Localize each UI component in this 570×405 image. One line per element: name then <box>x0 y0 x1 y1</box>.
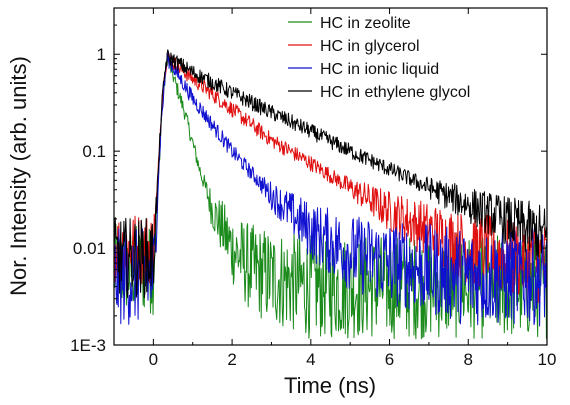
x-tick-label: 2 <box>227 350 236 369</box>
series-layer <box>114 49 547 340</box>
legend-label-4: HC in ethylene glycol <box>320 84 470 101</box>
x-axis-title: Time (ns) <box>284 373 376 398</box>
y-tick-label: 0.1 <box>82 142 106 161</box>
y-axis-title: Nor. Intensity (arb. units) <box>6 56 31 296</box>
series-line-3 <box>114 51 547 327</box>
y-tick-label: 0.01 <box>73 239 106 258</box>
x-tick-label: 6 <box>385 350 394 369</box>
series-line-4 <box>114 49 547 299</box>
legend: HC in zeolite HC in glycerol HC in ionic l… <box>288 15 470 101</box>
y-tick-label: 1E-3 <box>70 336 106 355</box>
x-tick-label: 0 <box>149 350 158 369</box>
legend-label-2: HC in glycerol <box>320 38 420 55</box>
x-tick-label: 8 <box>464 350 473 369</box>
ticks-layer: 0 2 4 6 8 10 1E-3 0.01 0.1 1 <box>70 7 557 369</box>
legend-label-3: HC in ionic liquid <box>320 61 439 78</box>
plot-frame <box>113 7 548 346</box>
legend-label-1: HC in zeolite <box>320 15 411 32</box>
y-tick-label: 1 <box>97 45 106 64</box>
x-tick-label: 4 <box>306 350 315 369</box>
x-tick-label: 10 <box>538 350 557 369</box>
